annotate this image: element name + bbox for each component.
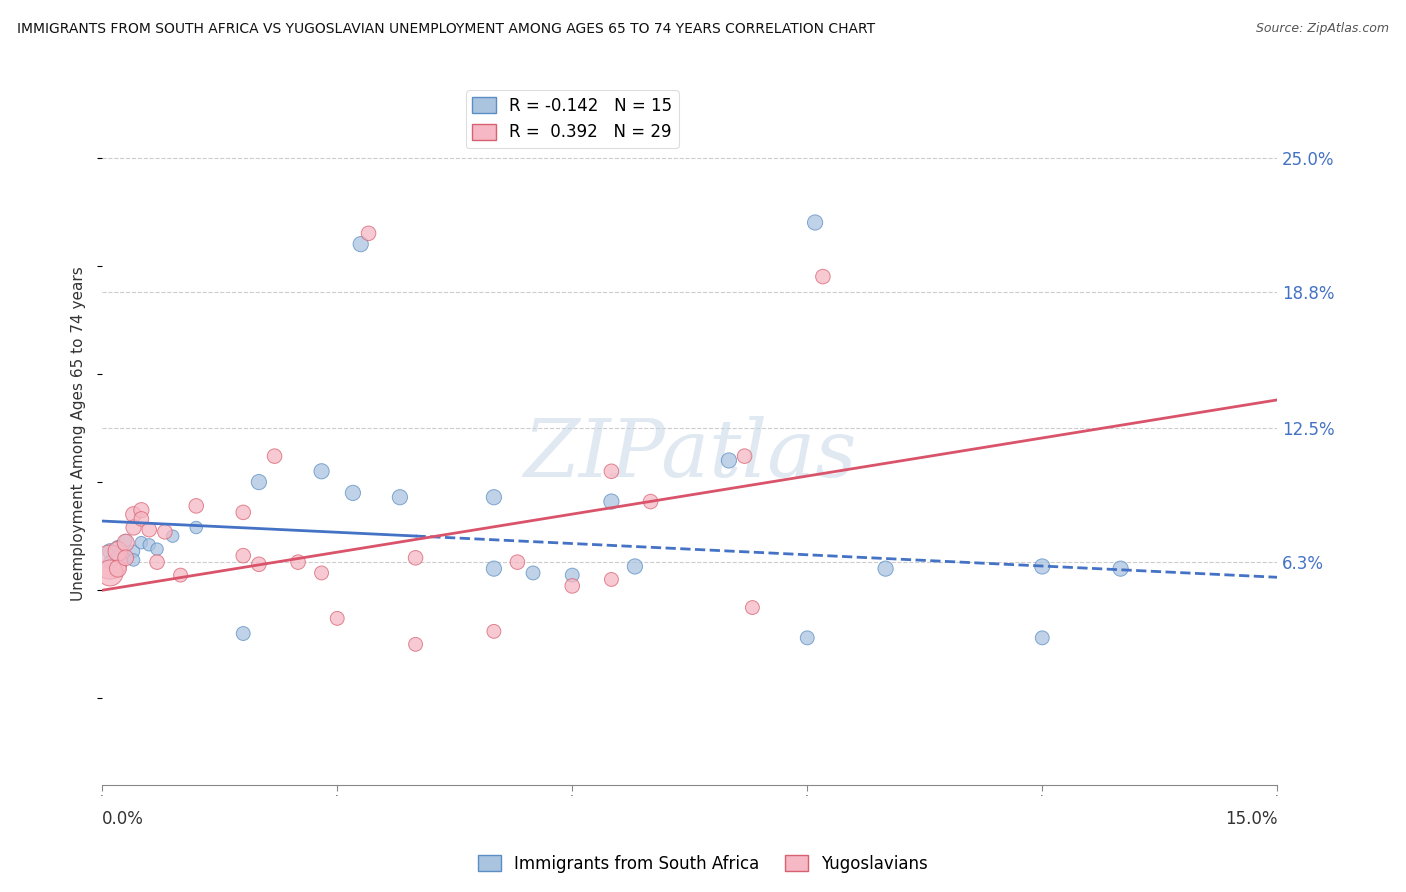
- Point: [138, 538, 160, 552]
- Text: IMMIGRANTS FROM SOUTH AFRICA VS YUGOSLAVIAN UNEMPLOYMENT AMONG AGES 65 TO 74 YEA: IMMIGRANTS FROM SOUTH AFRICA VS YUGOSLAV…: [17, 22, 875, 37]
- Point: [506, 555, 529, 569]
- Text: 15.0%: 15.0%: [1225, 810, 1277, 828]
- Point: [114, 550, 136, 565]
- Y-axis label: Unemployment Among Ages 65 to 74 years: Unemployment Among Ages 65 to 74 years: [72, 266, 86, 601]
- Text: ZIPatlas: ZIPatlas: [523, 416, 856, 493]
- Point: [98, 566, 121, 580]
- Point: [114, 533, 136, 548]
- Point: [107, 540, 129, 554]
- Point: [600, 573, 623, 587]
- Point: [561, 579, 583, 593]
- Point: [1031, 631, 1053, 645]
- Point: [482, 624, 505, 639]
- Point: [640, 494, 662, 508]
- Point: [122, 544, 145, 558]
- Point: [146, 542, 169, 557]
- Point: [405, 550, 427, 565]
- Point: [186, 520, 208, 534]
- Point: [169, 568, 191, 582]
- Point: [138, 523, 160, 537]
- Point: [107, 549, 129, 563]
- Point: [114, 535, 136, 549]
- Point: [232, 626, 254, 640]
- Point: [107, 544, 129, 558]
- Point: [162, 529, 184, 543]
- Point: [482, 490, 505, 504]
- Point: [342, 486, 364, 500]
- Point: [153, 524, 176, 539]
- Point: [482, 561, 505, 575]
- Point: [287, 555, 309, 569]
- Point: [405, 637, 427, 651]
- Point: [311, 464, 333, 478]
- Point: [98, 555, 121, 569]
- Point: [247, 475, 270, 489]
- Point: [875, 561, 897, 575]
- Point: [796, 631, 818, 645]
- Point: [388, 490, 411, 504]
- Text: Source: ZipAtlas.com: Source: ZipAtlas.com: [1256, 22, 1389, 36]
- Point: [624, 559, 647, 574]
- Point: [122, 508, 145, 522]
- Point: [263, 449, 285, 463]
- Point: [131, 512, 153, 526]
- Point: [600, 494, 623, 508]
- Point: [522, 566, 544, 580]
- Point: [717, 453, 740, 467]
- Point: [734, 449, 756, 463]
- Point: [107, 561, 129, 575]
- Point: [98, 544, 121, 558]
- Text: 0.0%: 0.0%: [103, 810, 143, 828]
- Point: [357, 227, 380, 241]
- Point: [741, 600, 763, 615]
- Point: [232, 549, 254, 563]
- Point: [350, 237, 373, 252]
- Point: [561, 568, 583, 582]
- Point: [1031, 559, 1053, 574]
- Legend: Immigrants from South Africa, Yugoslavians: Immigrants from South Africa, Yugoslavia…: [471, 848, 935, 880]
- Point: [311, 566, 333, 580]
- Point: [1109, 561, 1132, 575]
- Point: [131, 535, 153, 549]
- Point: [247, 558, 270, 572]
- Point: [122, 553, 145, 567]
- Point: [122, 520, 145, 534]
- Point: [232, 505, 254, 519]
- Point: [98, 555, 121, 569]
- Point: [131, 503, 153, 517]
- Point: [600, 464, 623, 478]
- Point: [326, 611, 349, 625]
- Point: [114, 550, 136, 565]
- Legend: R = -0.142   N = 15, R =  0.392   N = 29: R = -0.142 N = 15, R = 0.392 N = 29: [465, 90, 679, 148]
- Point: [811, 269, 834, 284]
- Point: [186, 499, 208, 513]
- Point: [146, 555, 169, 569]
- Point: [804, 215, 827, 229]
